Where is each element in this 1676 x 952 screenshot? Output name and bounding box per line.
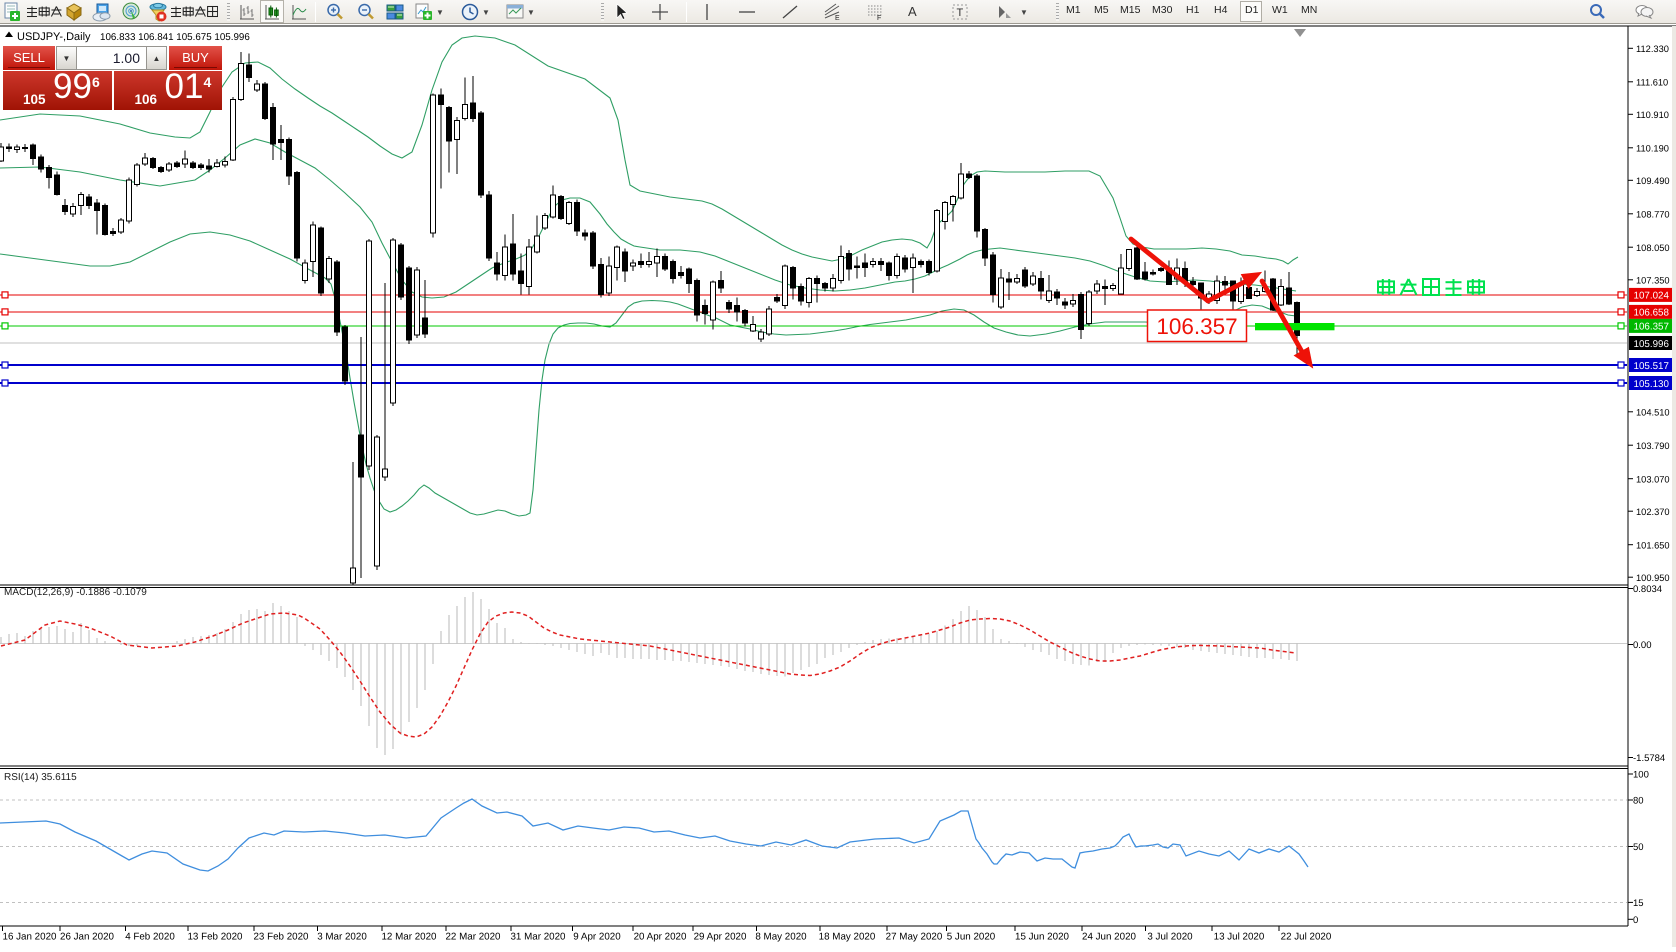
svg-text:5 Jun 2020: 5 Jun 2020 <box>947 932 996 943</box>
svg-text:13 Jul 2020: 13 Jul 2020 <box>1214 932 1265 943</box>
svg-text:0.00: 0.00 <box>1633 640 1652 651</box>
svg-text:F: F <box>877 15 881 22</box>
svg-text:111.610: 111.610 <box>1636 78 1668 88</box>
svg-text:23 Feb 2020: 23 Feb 2020 <box>253 932 309 943</box>
svg-text:106.357: 106.357 <box>1634 322 1669 333</box>
svg-text:0.8034: 0.8034 <box>1633 584 1662 595</box>
svg-text:RSI(14) 35.6115: RSI(14) 35.6115 <box>4 772 77 783</box>
svg-text:108.770: 108.770 <box>1636 210 1670 220</box>
svg-text:31 Mar 2020: 31 Mar 2020 <box>510 932 566 943</box>
svg-text:50: 50 <box>1633 842 1644 853</box>
svg-text:106.658: 106.658 <box>1634 308 1670 319</box>
svg-text:104.510: 104.510 <box>1636 408 1670 418</box>
svg-text:0: 0 <box>1633 915 1638 926</box>
svg-text:110.910: 110.910 <box>1636 110 1669 120</box>
svg-text:4 Feb 2020: 4 Feb 2020 <box>125 932 175 943</box>
svg-text:USDJPY-,Daily: USDJPY-,Daily <box>17 31 91 43</box>
svg-text:15 Jun 2020: 15 Jun 2020 <box>1015 932 1069 943</box>
svg-text:102.370: 102.370 <box>1636 507 1670 517</box>
svg-text:3 Jul 2020: 3 Jul 2020 <box>1147 932 1193 943</box>
svg-text:109.490: 109.490 <box>1636 176 1670 186</box>
svg-text:103.790: 103.790 <box>1636 441 1670 451</box>
svg-text:107.350: 107.350 <box>1636 276 1670 286</box>
svg-text:12 Mar 2020: 12 Mar 2020 <box>381 932 437 943</box>
svg-text:108.050: 108.050 <box>1636 243 1670 253</box>
svg-text:22 Jul 2020: 22 Jul 2020 <box>1281 932 1332 943</box>
svg-text:24 Jun 2020: 24 Jun 2020 <box>1082 932 1136 943</box>
svg-text:29 Apr 2020: 29 Apr 2020 <box>694 932 747 943</box>
svg-text:26 Jan 2020: 26 Jan 2020 <box>60 932 114 943</box>
svg-text:80: 80 <box>1633 796 1644 807</box>
svg-text:101.650: 101.650 <box>1636 540 1670 550</box>
svg-text:27 May 2020: 27 May 2020 <box>886 932 943 943</box>
svg-text:3 Mar 2020: 3 Mar 2020 <box>317 932 367 943</box>
svg-text:13 Feb 2020: 13 Feb 2020 <box>187 932 243 943</box>
svg-text:9 Apr 2020: 9 Apr 2020 <box>573 932 621 943</box>
svg-text:18 May 2020: 18 May 2020 <box>819 932 876 943</box>
svg-text:15: 15 <box>1633 898 1644 909</box>
svg-text:107.024: 107.024 <box>1634 291 1670 302</box>
svg-text:16 Jan 2020: 16 Jan 2020 <box>3 932 57 943</box>
svg-text:MACD(12,26,9) -0.1886 -0.1079: MACD(12,26,9) -0.1886 -0.1079 <box>4 587 147 598</box>
svg-text:E: E <box>835 15 840 22</box>
svg-text:106.833 106.841 105.675 105.99: 106.833 106.841 105.675 105.996 <box>100 32 250 43</box>
svg-text:103.070: 103.070 <box>1636 474 1670 484</box>
svg-text:105.130: 105.130 <box>1634 379 1670 390</box>
svg-text:T: T <box>957 7 964 19</box>
svg-text:100.950: 100.950 <box>1636 573 1670 583</box>
svg-text:112.330: 112.330 <box>1636 44 1669 54</box>
svg-text:20 Apr 2020: 20 Apr 2020 <box>634 932 687 943</box>
svg-text:-1.5784: -1.5784 <box>1633 753 1665 764</box>
svg-text:100: 100 <box>1633 770 1649 781</box>
svg-text:106.357: 106.357 <box>1156 314 1237 339</box>
svg-text:110.190: 110.190 <box>1636 144 1669 154</box>
svg-text:8 May 2020: 8 May 2020 <box>755 932 807 943</box>
svg-text:22 Mar 2020: 22 Mar 2020 <box>445 932 501 943</box>
svg-text:105.996: 105.996 <box>1634 339 1670 350</box>
svg-text:105.517: 105.517 <box>1634 361 1669 372</box>
